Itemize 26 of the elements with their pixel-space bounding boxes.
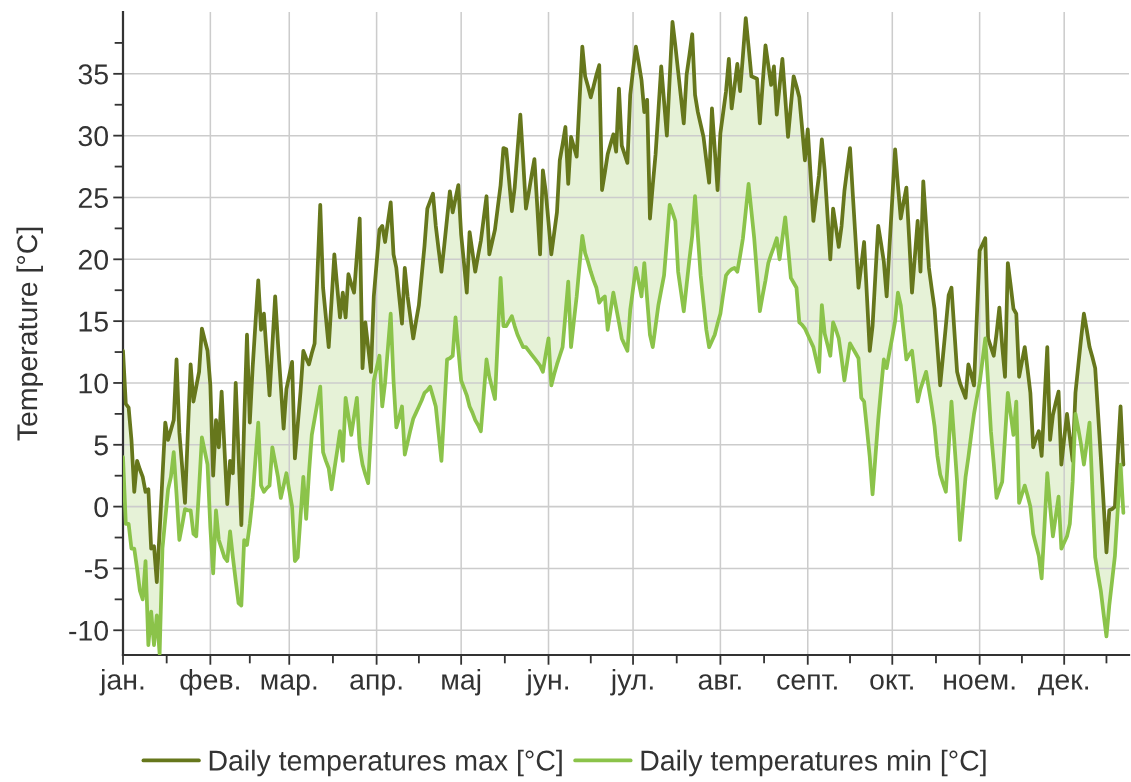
x-tick-label: апр. bbox=[350, 674, 402, 696]
x-tick-label: дек. bbox=[1038, 674, 1088, 696]
x-tick-label: мај bbox=[442, 668, 481, 696]
x-tick-label: септ. bbox=[777, 674, 837, 690]
x-tick-label: јан. bbox=[99, 668, 144, 696]
legend-label: Daily temperatures min [°C] bbox=[641, 749, 986, 777]
y-tick-label: 35 bbox=[78, 64, 108, 85]
x-tick-label: авг. bbox=[698, 674, 741, 690]
y-tick-label: 30 bbox=[78, 126, 108, 147]
y-tick-label: 15 bbox=[79, 311, 108, 332]
y-tick-label: -5 bbox=[85, 559, 108, 580]
x-tick-label: мар. bbox=[261, 674, 317, 696]
x-tick-label: фев. bbox=[180, 668, 239, 696]
y-axis-title: Temperature [°C] bbox=[16, 227, 43, 441]
x-tick-label: јун. bbox=[525, 668, 569, 696]
y-tick-label: 10 bbox=[79, 373, 108, 394]
y-tick-label: 25 bbox=[78, 187, 108, 209]
x-tick-label: окт. bbox=[870, 674, 913, 690]
x-tick-label: јул. bbox=[610, 668, 653, 696]
y-tick-label: -10 bbox=[69, 620, 108, 641]
x-tick-label: ноем. bbox=[944, 674, 1015, 690]
y-tick-label: 0 bbox=[94, 497, 108, 518]
line-series bbox=[123, 182, 1126, 655]
y-tick-label: 5 bbox=[94, 435, 108, 456]
legend-label: Daily temperatures max [°C] bbox=[209, 749, 562, 777]
y-tick-label: 20 bbox=[78, 249, 108, 270]
